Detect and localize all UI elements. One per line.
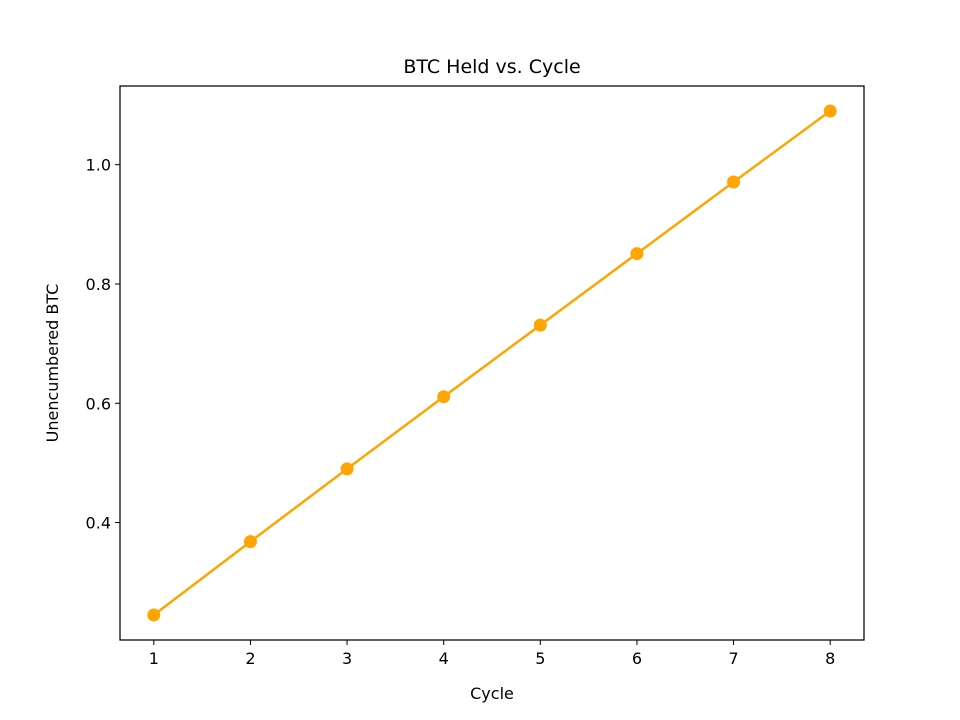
y-axis-ticks: 0.4 0.6 0.8 1.0 [86, 156, 120, 533]
x-tick-label: 6 [632, 649, 642, 668]
data-point [630, 247, 644, 261]
x-tick-label: 1 [149, 649, 159, 668]
series-layer [147, 104, 837, 622]
data-point [243, 535, 257, 549]
y-tick-label: 1.0 [86, 156, 111, 175]
plot-area-frame [119, 85, 865, 641]
series-line [152, 109, 832, 617]
y-tick-label: 0.6 [86, 394, 111, 413]
x-axis-ticks: 1 2 3 4 5 6 7 8 [149, 640, 835, 668]
data-point [533, 318, 547, 332]
x-tick-label: 2 [245, 649, 255, 668]
y-tick-label: 0.8 [86, 275, 111, 294]
x-tick-label: 5 [535, 649, 545, 668]
data-point [437, 390, 451, 404]
data-point [147, 608, 161, 622]
x-tick-label: 7 [728, 649, 738, 668]
x-tick-label: 8 [825, 649, 835, 668]
data-point [340, 462, 354, 476]
y-axis-label: Unencumbered BTC [43, 284, 62, 443]
x-tick-label: 3 [342, 649, 352, 668]
x-axis-label: Cycle [470, 684, 514, 703]
chart-title: BTC Held vs. Cycle [403, 56, 580, 78]
x-tick-label: 4 [439, 649, 449, 668]
data-point [727, 175, 741, 189]
y-tick-label: 0.4 [86, 514, 111, 533]
data-point [823, 104, 837, 118]
